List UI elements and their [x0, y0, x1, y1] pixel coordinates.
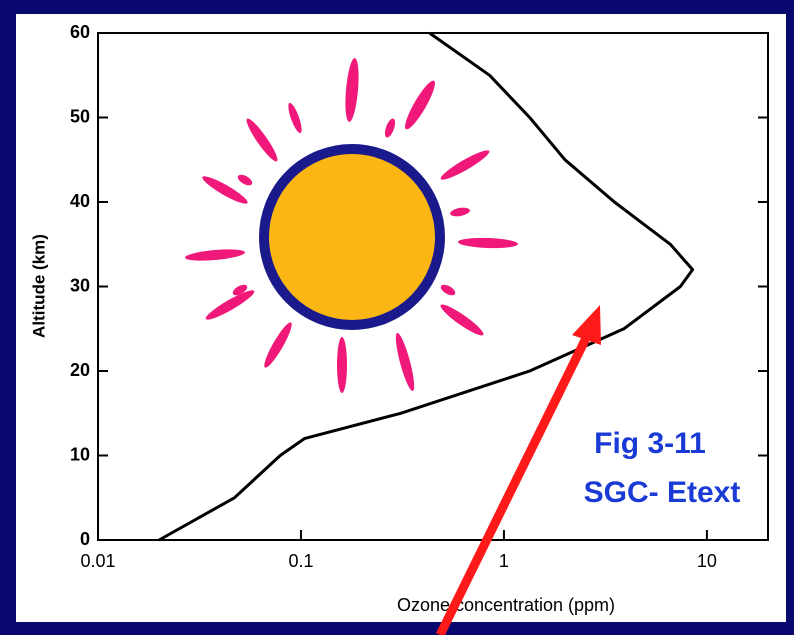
x-axis-label: Ozone concentration (ppm): [397, 595, 615, 615]
x-tick-label: 1: [499, 551, 509, 571]
y-tick-label: 50: [70, 106, 90, 126]
x-tick-label: 0.01: [80, 551, 115, 571]
annotation: Fig 3-11: [594, 427, 706, 460]
chart: 0 10 20 30 40 50 60 0.01 0.1 1 10 Ozone concentrat…: [0, 0, 794, 635]
y-tick-label: 20: [70, 360, 90, 380]
y-tick-label: 10: [70, 444, 90, 464]
x-tick-label: 0.1: [288, 551, 313, 571]
y-tick-label: 0: [80, 529, 90, 549]
y-tick-label: 30: [70, 275, 90, 295]
x-tick-label: 10: [697, 551, 717, 571]
y-axis-label: Altitude (km): [29, 234, 48, 338]
panel: [16, 14, 786, 622]
annotation: SGC- Etext: [584, 476, 741, 509]
y-tick-label: 40: [70, 191, 90, 211]
y-tick-label: 60: [70, 22, 90, 42]
sun-disc: [264, 149, 440, 325]
